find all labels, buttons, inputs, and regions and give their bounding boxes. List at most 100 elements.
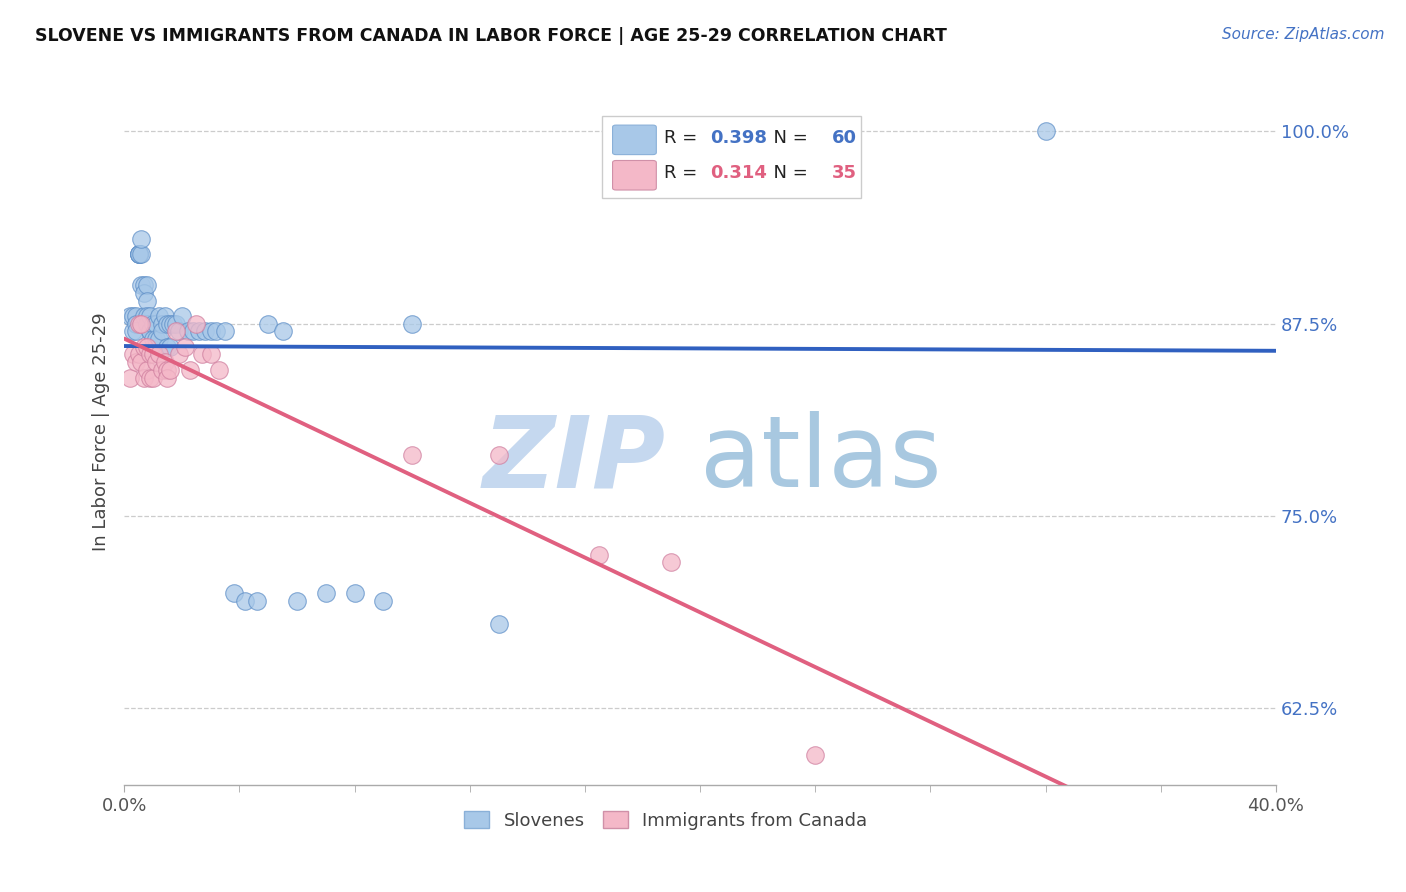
- Point: [128, 347, 150, 361]
- Point: [156, 370, 179, 384]
- Point: [186, 317, 208, 331]
- Point: [131, 317, 153, 331]
- Point: [401, 317, 423, 331]
- Point: [167, 347, 190, 361]
- Point: [139, 309, 162, 323]
- Point: [121, 309, 143, 323]
- Point: [121, 347, 143, 361]
- Legend: Slovenes, Immigrants from Canada: Slovenes, Immigrants from Canada: [464, 811, 868, 830]
- Point: [208, 363, 231, 377]
- Point: [257, 317, 280, 331]
- Point: [121, 325, 143, 339]
- Point: [142, 370, 165, 384]
- Text: N =: N =: [762, 128, 814, 146]
- Point: [125, 355, 148, 369]
- Point: [139, 370, 162, 384]
- Point: [125, 325, 148, 339]
- Text: Source: ZipAtlas.com: Source: ZipAtlas.com: [1222, 27, 1385, 42]
- Text: N =: N =: [762, 164, 814, 182]
- Point: [134, 370, 156, 384]
- Point: [343, 586, 366, 600]
- Point: [128, 247, 150, 261]
- Point: [142, 347, 165, 361]
- Point: [488, 616, 510, 631]
- Point: [373, 593, 395, 607]
- Point: [134, 309, 156, 323]
- Point: [131, 247, 153, 261]
- Point: [150, 363, 173, 377]
- FancyBboxPatch shape: [602, 116, 862, 198]
- Point: [246, 593, 269, 607]
- Point: [150, 317, 173, 331]
- Point: [136, 363, 159, 377]
- Point: [136, 309, 159, 323]
- Point: [194, 325, 217, 339]
- Point: [315, 586, 337, 600]
- Point: [148, 309, 170, 323]
- Point: [222, 586, 245, 600]
- Point: [139, 325, 162, 339]
- Point: [659, 555, 682, 569]
- Point: [804, 747, 827, 762]
- Point: [176, 325, 198, 339]
- Point: [191, 347, 214, 361]
- Point: [148, 347, 170, 361]
- Point: [156, 317, 179, 331]
- Text: R =: R =: [665, 128, 703, 146]
- Point: [205, 325, 228, 339]
- Point: [145, 355, 167, 369]
- Point: [167, 325, 190, 339]
- Point: [128, 317, 150, 331]
- Point: [156, 340, 179, 354]
- FancyBboxPatch shape: [613, 161, 657, 190]
- Point: [181, 325, 204, 339]
- Text: R =: R =: [665, 164, 703, 182]
- Point: [170, 309, 193, 323]
- Point: [159, 363, 181, 377]
- Point: [128, 247, 150, 261]
- Point: [165, 325, 187, 339]
- Point: [271, 325, 294, 339]
- Point: [136, 317, 159, 331]
- Text: 0.314: 0.314: [710, 164, 768, 182]
- Text: 60: 60: [831, 128, 856, 146]
- Point: [142, 317, 165, 331]
- Point: [139, 325, 162, 339]
- Point: [832, 124, 855, 138]
- Point: [125, 317, 148, 331]
- Point: [200, 347, 222, 361]
- Point: [131, 232, 153, 246]
- Point: [136, 293, 159, 308]
- Point: [233, 593, 256, 607]
- Text: 0.398: 0.398: [710, 128, 768, 146]
- Point: [153, 309, 176, 323]
- Point: [125, 309, 148, 323]
- Text: 35: 35: [831, 164, 856, 182]
- Point: [148, 332, 170, 346]
- Point: [162, 317, 184, 331]
- Y-axis label: In Labor Force | Age 25-29: In Labor Force | Age 25-29: [93, 312, 110, 550]
- Point: [142, 332, 165, 346]
- Point: [200, 325, 222, 339]
- Point: [136, 340, 159, 354]
- Point: [179, 363, 201, 377]
- Point: [131, 355, 153, 369]
- Point: [118, 370, 141, 384]
- Point: [285, 593, 308, 607]
- Point: [1035, 124, 1057, 138]
- Point: [134, 278, 156, 293]
- Point: [488, 448, 510, 462]
- Point: [145, 317, 167, 331]
- Point: [214, 325, 236, 339]
- Point: [588, 548, 610, 562]
- Point: [150, 325, 173, 339]
- Point: [159, 317, 181, 331]
- Point: [401, 448, 423, 462]
- Point: [153, 355, 176, 369]
- Text: atlas: atlas: [700, 411, 942, 508]
- Point: [131, 278, 153, 293]
- Point: [128, 247, 150, 261]
- Point: [188, 325, 211, 339]
- Text: ZIP: ZIP: [482, 411, 665, 508]
- Point: [134, 340, 156, 354]
